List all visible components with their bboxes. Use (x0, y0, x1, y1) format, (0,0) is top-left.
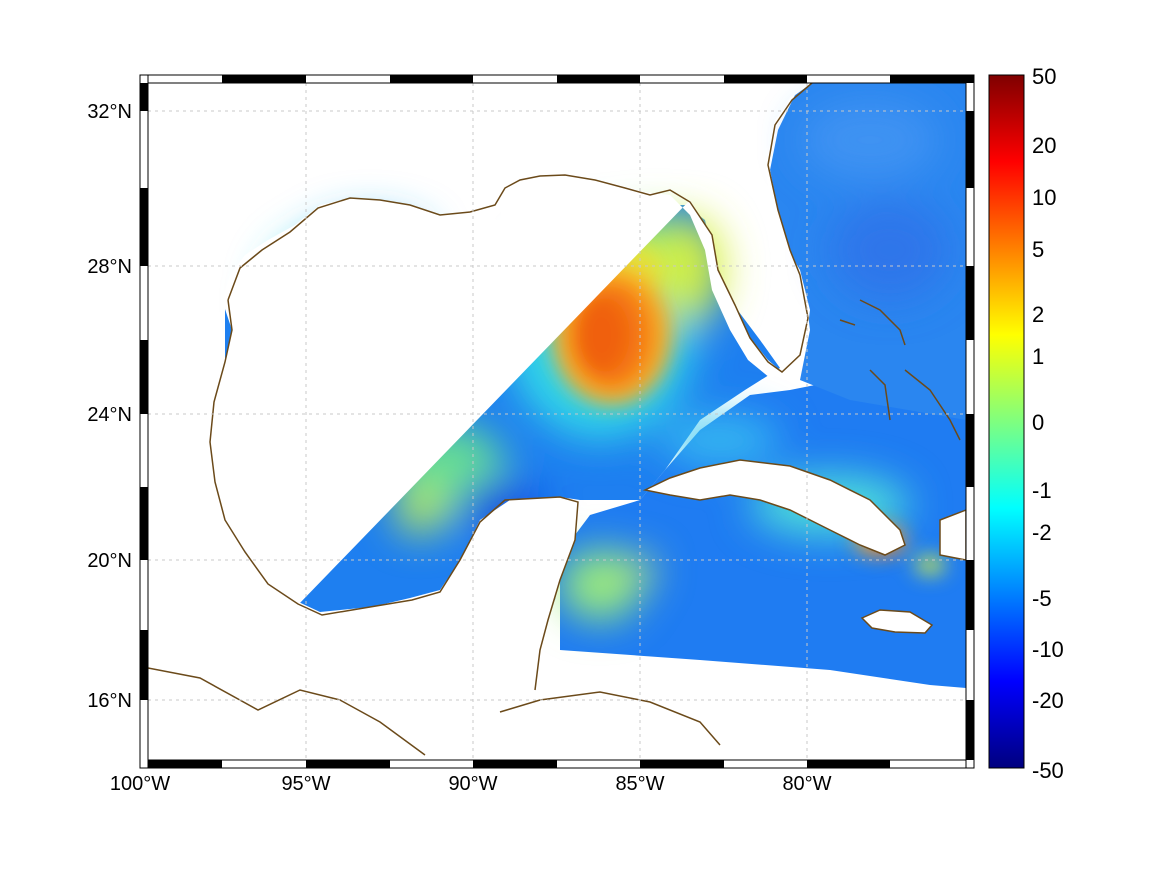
hispaniola-edge (939, 509, 966, 561)
jamaica-land (860, 609, 934, 634)
y-tick-label: 16°N (87, 690, 132, 712)
colorbar-tick-label: 2 (1032, 302, 1044, 327)
x-tick-label: 85°W (615, 773, 664, 795)
colorbar-gradient (988, 74, 1025, 769)
colorbar-tick-label: 50 (1032, 64, 1056, 89)
frame-left (139, 74, 149, 769)
florida-land (148, 83, 966, 760)
us-gulf-coastline (227, 83, 813, 373)
x-tick-label: 90°W (448, 773, 497, 795)
colorbar-tick-label: 10 (1032, 185, 1056, 210)
bahamas-islands (839, 299, 961, 441)
colorbar-tick-label: 1 (1032, 344, 1044, 369)
colorbar-tick-label: -5 (1032, 586, 1052, 611)
y-tick-label: 20°N (87, 550, 132, 572)
colorbar-tick-label: -50 (1032, 758, 1064, 783)
cuba-land (642, 459, 906, 556)
colorbar-tick-label: -20 (1032, 688, 1064, 713)
land-masks (148, 83, 966, 760)
colorbar-tick-label: 0 (1032, 410, 1044, 435)
y-tick-label: 32°N (87, 101, 132, 123)
y-axis-ticks: 32°N 28°N 24°N 20°N 16°N (87, 101, 132, 712)
map-frame (139, 74, 975, 769)
x-tick-label: 80°W (782, 773, 831, 795)
caribbean-ocean-area (560, 380, 966, 688)
central-america-coastline (148, 667, 721, 756)
central-america-land (148, 660, 430, 760)
x-axis-ticks: 100°W 95°W 90°W 85°W 80°W (110, 773, 832, 795)
mexico-coastline (209, 299, 579, 691)
y-tick-label: 28°N (87, 256, 132, 278)
x-tick-label: 100°W (110, 773, 170, 795)
colorbar-tick-label: -2 (1032, 520, 1052, 545)
x-tick-label: 95°W (281, 773, 330, 795)
y-tick-label: 24°N (87, 404, 132, 426)
gridlines (148, 83, 966, 760)
colorbar-tick-label: 5 (1032, 237, 1044, 262)
colorbar-tick-label: 20 (1032, 133, 1056, 158)
colorbar-tick-label: -1 (1032, 478, 1052, 503)
colorbar-tick-label: -10 (1032, 637, 1064, 662)
